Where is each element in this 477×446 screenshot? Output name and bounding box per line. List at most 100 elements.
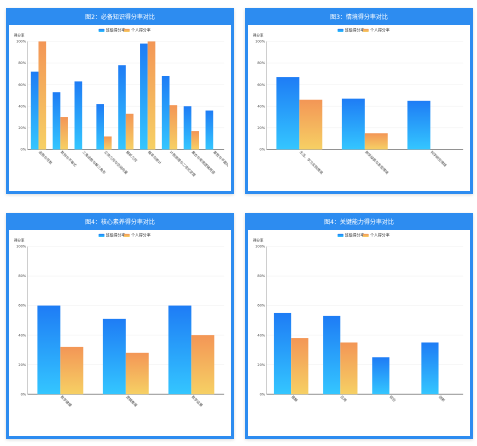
chart-area: 班级得分率 个人得分率 得分率 0% 20% 40% 60% 80% 100% 生活、学习实践情境… [251, 26, 467, 188]
bar [407, 100, 431, 150]
y-axis-label: 得分率 [14, 238, 25, 243]
x-tick-label: 生活、学习实践情境 [299, 150, 325, 176]
chart-panel-context: 图3：情境得分率对比 班级得分率 个人得分率 得分率 0% 20% 40% 60% 80% 10… [245, 8, 473, 194]
x-tick-label: 概率与统计 [147, 150, 163, 166]
x-tick-label: 复数与平面向量 [212, 150, 228, 171]
y-tick-label: 40% [18, 104, 26, 108]
y-tick-label: 20% [257, 363, 265, 367]
y-tick-label: 100% [255, 40, 266, 44]
bar [74, 81, 83, 150]
bar [102, 318, 126, 395]
bar [273, 312, 292, 395]
bar [125, 113, 134, 150]
bar [183, 106, 192, 150]
bar [118, 65, 126, 150]
legend-swatch [123, 28, 130, 32]
y-tick-label: 0% [21, 148, 27, 152]
chart-title: 图4：核心素养得分率对比 [9, 216, 231, 230]
y-tick-label: 60% [18, 83, 26, 87]
y-tick-label: 0% [21, 392, 27, 396]
legend-swatch [98, 233, 105, 238]
y-tick-label: 100% [16, 40, 27, 44]
legend-label: 班级得分率 [345, 28, 365, 33]
legend-label: 班级得分率 [106, 28, 126, 33]
x-tick-label: 数学运算 [191, 394, 205, 408]
legend-label: 班级得分率 [106, 233, 126, 238]
bar [60, 346, 84, 395]
y-tick-label: 80% [257, 274, 265, 278]
bar [147, 41, 156, 150]
y-tick-label: 20% [257, 126, 265, 130]
x-tick-label: 理解 [290, 394, 299, 403]
y-tick-label: 60% [257, 304, 265, 308]
bar [30, 71, 39, 150]
bar [340, 342, 358, 395]
bar [168, 305, 192, 395]
bar [38, 41, 47, 150]
bar [169, 105, 178, 150]
x-tick-label: 综合 [389, 394, 398, 403]
y-tick-label: 100% [16, 245, 27, 249]
bar [191, 335, 215, 395]
legend-swatch [362, 28, 369, 32]
bar [364, 133, 388, 150]
legend-label: 个人得分率 [370, 233, 390, 238]
y-tick-label: 80% [257, 61, 265, 65]
bar [421, 342, 439, 395]
bar [125, 352, 149, 395]
x-tick-label: 数列与不等式 [60, 150, 79, 169]
y-axis-label: 得分率 [253, 238, 264, 243]
y-tick-label: 40% [257, 333, 265, 337]
legend-label: 个人得分率 [370, 28, 390, 33]
bar [52, 92, 61, 150]
bar [96, 104, 104, 150]
chart-title: 图4：关键能力得分率对比 [248, 216, 470, 230]
x-tick-label: 数学探索与发现情境 [364, 150, 390, 176]
x-tick-label: 科学研究情境 [430, 150, 449, 169]
y-tick-label: 80% [18, 274, 26, 278]
chart-panel-literacy: 图4：核心素养得分率对比 班级得分率 个人得分率得分率 0% 20% 40% 60% 80%… [6, 213, 234, 439]
bar [60, 117, 68, 150]
legend-swatch [123, 233, 130, 238]
chart-area: 班级得分率 个人得分率得分率 0% 20% 40% 60% 80% 100% 数学建模 逻辑推理 数… [12, 231, 228, 433]
y-axis-label: 得分率 [253, 33, 264, 38]
bar [323, 315, 341, 395]
x-tick-label: 应用 [340, 394, 349, 403]
bar [341, 98, 365, 150]
y-tick-label: 60% [257, 83, 265, 87]
chart-title: 图2：必备知识得分率对比 [9, 11, 231, 25]
y-tick-label: 40% [18, 333, 26, 337]
legend-label: 个人得分率 [131, 233, 151, 238]
legend-swatch [337, 233, 344, 238]
y-tick-label: 80% [18, 61, 26, 65]
y-tick-label: 20% [18, 126, 26, 130]
x-tick-label: 函数与导数 [38, 150, 54, 166]
bar [372, 357, 390, 395]
bar [291, 338, 309, 395]
chart-panel-ability: 图4：关键能力得分率对比 班级得分率 个人得分率得分率 0% 20% 40% 60% 80%… [245, 213, 473, 439]
bar [276, 77, 300, 150]
chart-title: 图3：情境得分率对比 [248, 11, 470, 25]
legend-swatch [98, 28, 105, 32]
x-tick-label: 数学建模 [60, 394, 74, 408]
y-axis-label: 得分率 [14, 33, 25, 38]
bar [140, 43, 148, 150]
legend-swatch [337, 28, 344, 32]
legend-label: 班级得分率 [345, 233, 365, 238]
chart-area: 班级得分率 个人得分率得分率 0% 20% 40% 60% 80% 100% 函数与导数 数列与不… [12, 26, 228, 188]
y-tick-label: 0% [260, 392, 266, 396]
y-tick-label: 60% [18, 304, 26, 308]
legend-label: 个人得分率 [131, 28, 151, 33]
chart-area: 班级得分率 个人得分率 得分率 0% 20% 40% 60% 80% 100% 理解 应用 综合 创新 [251, 231, 467, 433]
bar [191, 131, 199, 150]
bar [104, 136, 112, 150]
y-tick-label: 20% [18, 363, 26, 367]
x-tick-label: 解析几何 [125, 150, 139, 164]
x-tick-label: 逻辑推理 [125, 394, 139, 408]
bar [161, 75, 170, 150]
y-tick-label: 0% [260, 148, 266, 152]
